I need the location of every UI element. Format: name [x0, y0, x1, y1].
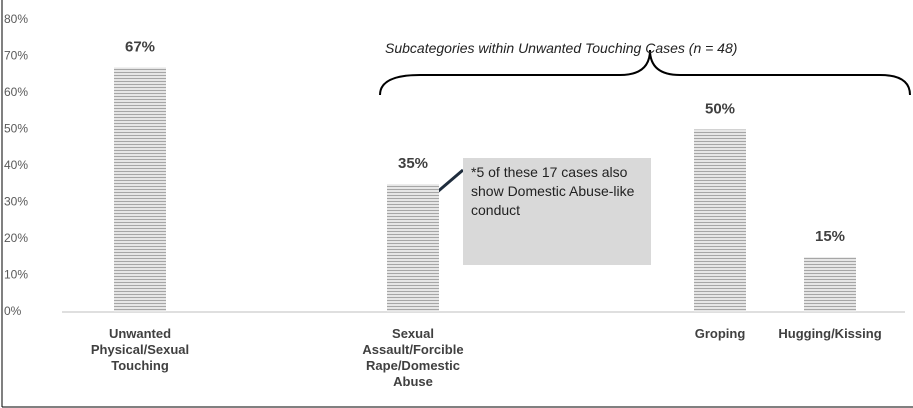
value-label: 35%: [398, 155, 428, 172]
bar: [387, 184, 439, 312]
y-tick-label: 60%: [4, 85, 28, 99]
x-tick-label: Groping: [694, 326, 746, 341]
y-tick-label: 80%: [4, 12, 28, 26]
x-tick-label: Unwanted Physical/Sexual Touching: [90, 326, 190, 373]
brace: [379, 49, 911, 96]
bar: [804, 257, 856, 312]
y-tick-label: 0%: [4, 304, 22, 318]
y-tick-label: 10%: [4, 268, 28, 282]
annotation: Subcategories within Unwanted Touching C…: [385, 40, 738, 56]
bar: [694, 129, 746, 312]
x-tick-label: Sexual Assault/Forcible Rape/Domestic Ab…: [362, 326, 464, 389]
bar: [114, 67, 166, 312]
callout-note: *5 of these 17 cases also show Domestic …: [463, 158, 651, 265]
value-label: 50%: [705, 100, 735, 117]
value-label: 67%: [125, 38, 155, 55]
y-tick-label: 20%: [4, 231, 28, 245]
y-tick-label: 30%: [4, 195, 28, 209]
x-tick-label: Hugging/Kissing: [778, 326, 882, 341]
value-label: 15%: [815, 228, 845, 245]
y-tick-label: 40%: [4, 158, 28, 172]
y-tick-label: 70%: [4, 49, 28, 63]
y-tick-label: 50%: [4, 122, 28, 136]
